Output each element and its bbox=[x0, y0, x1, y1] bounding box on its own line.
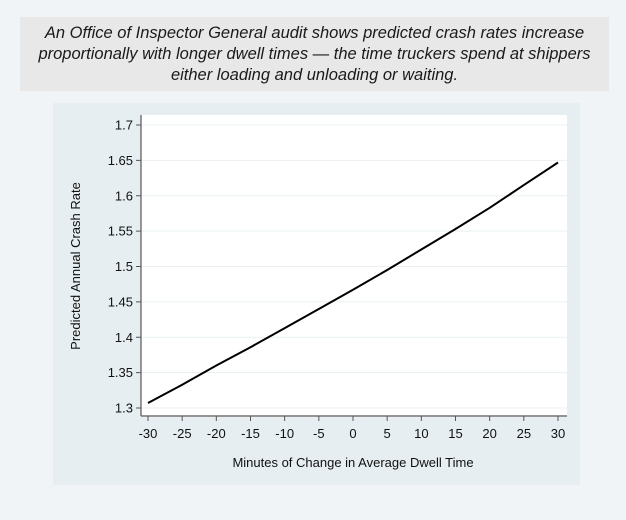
x-tick-label: 30 bbox=[551, 426, 565, 441]
x-axis-title: Minutes of Change in Average Dwell Time bbox=[232, 455, 473, 470]
gridlines bbox=[142, 124, 567, 409]
line-chart: 1.3 1.35 1.4 1.45 1.5 1.55 1.6 1.65 1.7 -30 -25 -2… bbox=[68, 115, 567, 470]
x-axis: -30 -25 -20 -15 -10 -5 0 5 10 15 20 25 30 bbox=[139, 415, 567, 441]
x-tick-label: -30 bbox=[139, 426, 158, 441]
y-axis-title: Predicted Annual Crash Rate bbox=[68, 182, 83, 350]
chart-panel: 1.3 1.35 1.4 1.45 1.5 1.55 1.6 1.65 1.7 -30 -25 -2… bbox=[53, 103, 580, 485]
x-tick-label: 15 bbox=[448, 426, 462, 441]
x-tick-label: -25 bbox=[173, 426, 192, 441]
x-tick-label: -5 bbox=[313, 426, 325, 441]
series-line bbox=[147, 161, 559, 404]
y-tick-label: 1.4 bbox=[115, 330, 133, 345]
x-tick-label: 10 bbox=[414, 426, 428, 441]
x-tick-label: -15 bbox=[241, 426, 260, 441]
y-tick-label: 1.35 bbox=[108, 365, 133, 380]
y-tick-label: 1.7 bbox=[115, 118, 133, 133]
y-tick-label: 1.5 bbox=[115, 259, 133, 274]
y-tick-label: 1.55 bbox=[108, 224, 133, 239]
y-tick-label: 1.3 bbox=[115, 401, 133, 416]
x-tick-label: -20 bbox=[207, 426, 226, 441]
series-group bbox=[147, 161, 559, 404]
x-tick-label: 0 bbox=[349, 426, 356, 441]
x-tick-label: 25 bbox=[517, 426, 531, 441]
y-axis: 1.3 1.35 1.4 1.45 1.5 1.55 1.6 1.65 1.7 bbox=[108, 115, 142, 416]
y-tick-label: 1.45 bbox=[108, 294, 133, 309]
y-tick-label: 1.6 bbox=[115, 188, 133, 203]
chart-caption: An Office of Inspector General audit sho… bbox=[20, 17, 609, 91]
y-tick-label: 1.65 bbox=[108, 153, 133, 168]
x-tick-label: -10 bbox=[275, 426, 294, 441]
x-tick-label: 20 bbox=[482, 426, 496, 441]
x-tick-label: 5 bbox=[384, 426, 391, 441]
